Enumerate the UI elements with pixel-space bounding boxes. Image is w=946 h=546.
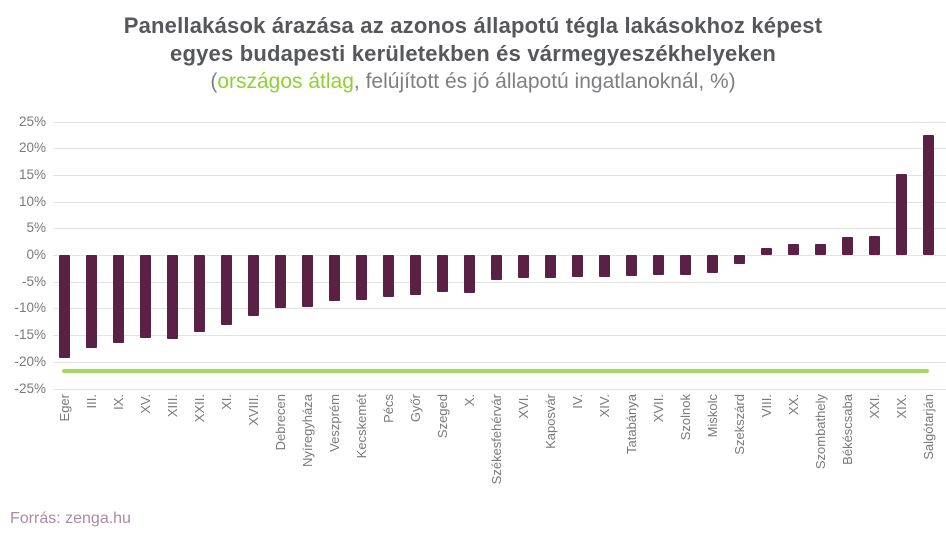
x-tick-label-szekszard: Szekszárd: [732, 394, 747, 455]
bar-miskolc: [707, 255, 718, 273]
x-tick-label-bekescsaba: Békéscsaba: [840, 394, 855, 465]
bar-xvi: [518, 255, 529, 279]
x-tick-label-x: X.: [462, 394, 477, 407]
bar-xv: [140, 255, 151, 339]
x-tick-label-gyor: Győr: [408, 394, 423, 423]
gridline--10: [53, 308, 946, 310]
source-caption: Forrás: zenga.hu: [10, 510, 131, 527]
bar-xix: [896, 173, 907, 255]
subtitle-prefix: (: [210, 70, 218, 93]
y-tick-label: 15%: [18, 166, 46, 182]
national-average-line: [62, 369, 929, 374]
bar-xiv: [599, 255, 610, 277]
bar-kecskemet: [356, 255, 367, 301]
x-tick-label-eger: Eger: [57, 394, 72, 422]
x-tick-label-xix: XIX.: [894, 394, 909, 419]
bar-xviii: [248, 255, 259, 317]
bar-eger: [59, 255, 70, 358]
y-tick-label: -15%: [14, 327, 46, 343]
bar-veszprem: [329, 255, 340, 301]
x-tick-label-xx: XX.: [786, 394, 801, 415]
x-tick-label-kaposvar: Kaposvár: [543, 394, 558, 449]
x-tick-label-pecs: Pécs: [381, 394, 396, 423]
bar-tatabanya: [626, 255, 637, 277]
x-tick-label-tatabanya: Tatabánya: [624, 394, 639, 454]
x-tick-label-szeged: Szeged: [435, 394, 450, 439]
gridline-15: [53, 174, 946, 176]
x-tick-label-xvii: XVII.: [651, 394, 666, 423]
y-tick-label: -5%: [21, 273, 46, 289]
y-tick-label: 0%: [26, 247, 46, 262]
y-tick-label: -20%: [14, 353, 46, 369]
x-tick-label-viii: VIII.: [759, 394, 774, 418]
x-tick-label-veszprem: Veszprém: [327, 394, 342, 452]
bar-xi: [221, 255, 232, 326]
bar-ix: [113, 255, 124, 344]
x-tick-label-iv: IV.: [570, 394, 585, 409]
gridline-20: [53, 148, 946, 150]
x-tick-label-xi: XI.: [219, 394, 234, 410]
bar-nyiregyhaza: [302, 255, 313, 308]
gridline-25: [53, 121, 946, 123]
x-tick-label-nyiregyhaza: Nyíregyháza: [300, 394, 315, 467]
x-tick-label-xviii: XVIII.: [246, 394, 261, 426]
x-tick-label-szombathely: Szombathely: [813, 394, 828, 470]
y-tick-label: 20%: [18, 140, 46, 156]
y-tick-label: 25%: [18, 113, 46, 129]
y-tick-label: 10%: [18, 193, 46, 209]
x-tick-label-xxi: XXI.: [867, 394, 882, 419]
x-tick-label-miskolc: Miskolc: [705, 394, 720, 438]
subtitle-suffix: , felújított és jó állapotú ingatlanokná…: [353, 70, 736, 93]
x-tick-label-szolnok: Szolnok: [678, 394, 693, 441]
bar-pecs: [383, 255, 394, 298]
x-tick-label-xv: XV.: [138, 394, 153, 414]
x-tick-label-xvi: XVI.: [516, 394, 531, 419]
bar-x: [464, 255, 475, 293]
y-tick-label: -25%: [14, 380, 46, 396]
chart-title-line2: egyes budapesti kerületekben és vármegye…: [170, 41, 776, 66]
chart-title-line1: Panellakások árazása az azonos állapotú …: [123, 13, 823, 38]
bar-szombathely: [815, 243, 826, 255]
bar-xx: [788, 244, 799, 255]
gridline-10: [53, 201, 946, 203]
gridline--15: [53, 335, 946, 337]
bar-xxi: [869, 236, 880, 255]
bar-viii: [761, 248, 772, 255]
x-tick-label-debrecen: Debrecen: [273, 394, 288, 451]
gridline--25: [53, 388, 946, 390]
gridline-5: [53, 228, 946, 230]
bar-gyor: [410, 255, 421, 296]
bar-salgotarjan: [923, 134, 934, 255]
bar-kaposvar: [545, 255, 556, 279]
bar-xxii: [194, 255, 205, 333]
gridline--5: [53, 281, 946, 283]
x-tick-label-xiii: XIII.: [165, 394, 180, 418]
bar-iv: [572, 255, 583, 278]
bar-iii: [86, 255, 97, 349]
bar-szekszard: [734, 255, 745, 265]
bar-szeged: [437, 255, 448, 292]
x-tick-label-szekesfehervar: Székesfehérvár: [489, 394, 504, 485]
chart-header: Panellakások árazása az azonos állapotú …: [0, 12, 946, 96]
bar-debrecen: [275, 255, 286, 309]
bar-xiii: [167, 255, 178, 340]
y-tick-label: 5%: [26, 220, 46, 236]
gridline--20: [53, 361, 946, 363]
x-tick-label-xiv: XIV.: [597, 394, 612, 418]
x-tick-label-salgotarjan: Salgótarján: [921, 394, 936, 460]
bar-szekesfehervar: [491, 255, 502, 280]
bar-bekescsaba: [842, 236, 853, 255]
bar-szolnok: [680, 255, 691, 275]
x-tick-label-ix: IX.: [111, 394, 126, 410]
x-tick-label-iii: III.: [84, 394, 99, 409]
x-tick-label-xxii: XXII.: [192, 394, 207, 423]
bar-xvii: [653, 255, 664, 276]
chart-subtitle: (országos átlag, felújított és jó állapo…: [0, 68, 946, 96]
y-tick-label: -10%: [14, 300, 46, 316]
national-average-label: országos átlag: [217, 70, 354, 93]
x-tick-label-kecskemet: Kecskemét: [354, 394, 369, 459]
